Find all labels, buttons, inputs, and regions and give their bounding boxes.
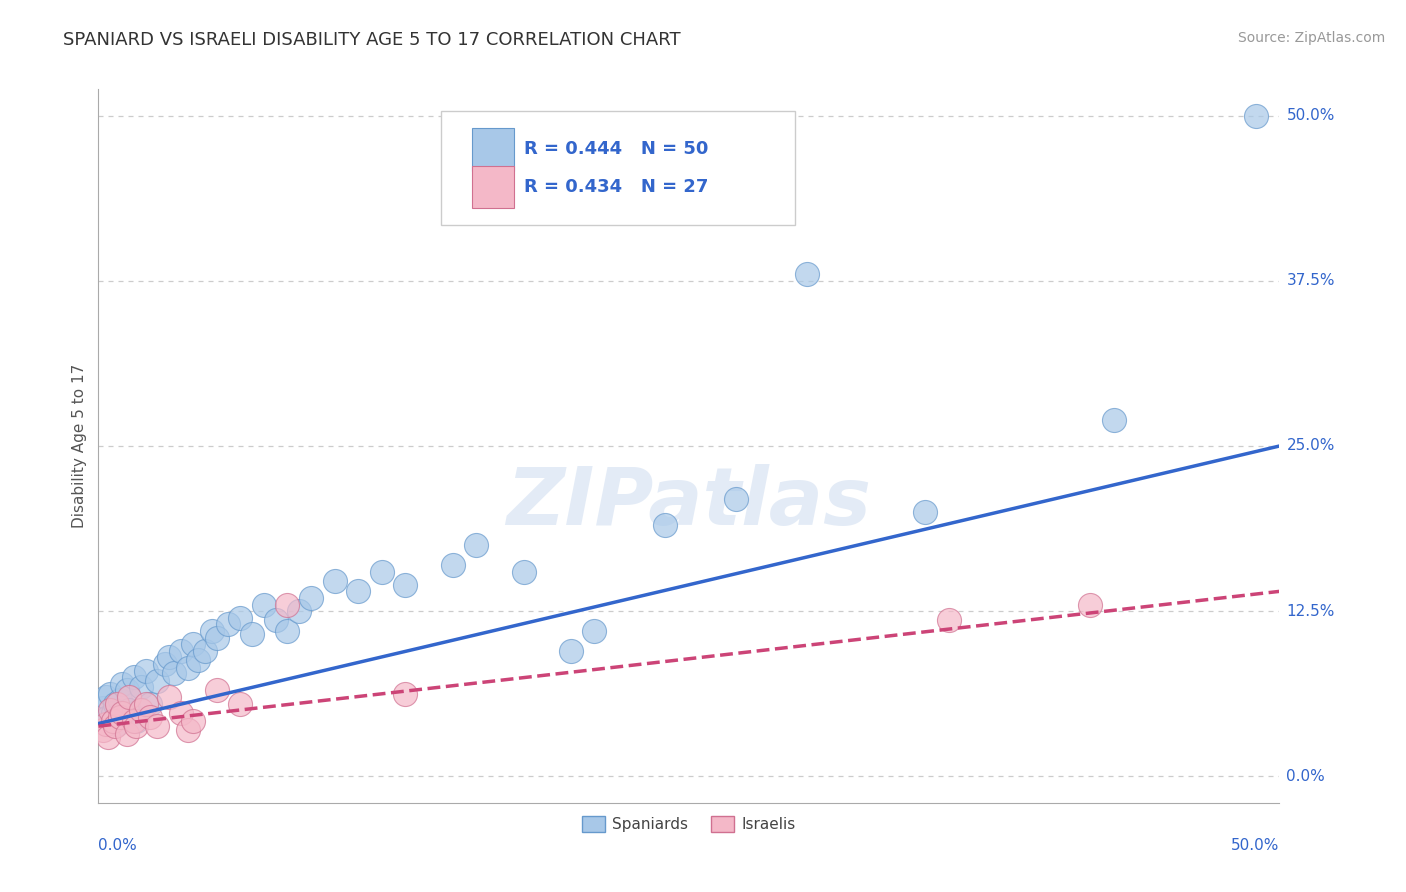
Point xyxy=(371,565,394,579)
Point xyxy=(205,631,228,645)
Point xyxy=(97,710,120,724)
Point xyxy=(153,657,176,671)
Point xyxy=(725,491,748,506)
Text: Source: ZipAtlas.com: Source: ZipAtlas.com xyxy=(1237,31,1385,45)
Point xyxy=(108,710,131,724)
Point xyxy=(94,690,117,704)
Point xyxy=(394,578,416,592)
Point xyxy=(194,644,217,658)
Point xyxy=(118,703,141,717)
Point xyxy=(139,697,162,711)
Point xyxy=(101,714,124,728)
Point xyxy=(299,591,322,605)
Point xyxy=(98,688,121,702)
Text: 0.0%: 0.0% xyxy=(98,838,138,853)
Point xyxy=(177,723,200,738)
Point xyxy=(217,617,239,632)
Point xyxy=(111,706,134,720)
Point xyxy=(264,614,287,628)
Text: 0.0%: 0.0% xyxy=(1286,769,1324,784)
Point xyxy=(170,706,193,720)
Point xyxy=(181,714,204,728)
Point xyxy=(654,518,676,533)
Point xyxy=(97,730,120,744)
Text: ZIPatlas: ZIPatlas xyxy=(506,464,872,542)
Text: 37.5%: 37.5% xyxy=(1286,273,1334,288)
Point xyxy=(163,666,186,681)
Point xyxy=(938,614,960,628)
Point xyxy=(105,697,128,711)
Point xyxy=(139,710,162,724)
Point xyxy=(105,716,128,731)
Text: R = 0.444   N = 50: R = 0.444 N = 50 xyxy=(523,141,709,159)
Point xyxy=(129,703,152,717)
Text: SPANIARD VS ISRAELI DISABILITY AGE 5 TO 17 CORRELATION CHART: SPANIARD VS ISRAELI DISABILITY AGE 5 TO … xyxy=(63,31,681,49)
Text: 12.5%: 12.5% xyxy=(1286,604,1334,619)
Point xyxy=(104,697,127,711)
Point xyxy=(125,719,148,733)
Point xyxy=(98,703,121,717)
Point xyxy=(91,700,114,714)
Point xyxy=(104,719,127,733)
Point xyxy=(157,690,180,704)
Point xyxy=(796,267,818,281)
Point xyxy=(205,683,228,698)
Point xyxy=(135,697,157,711)
Point xyxy=(441,558,464,572)
Text: R = 0.434   N = 27: R = 0.434 N = 27 xyxy=(523,178,709,196)
Point xyxy=(1244,109,1267,123)
Point xyxy=(253,598,276,612)
Point xyxy=(583,624,606,638)
Point xyxy=(323,574,346,588)
Point xyxy=(94,716,117,731)
Point xyxy=(157,650,180,665)
Point xyxy=(560,644,582,658)
Y-axis label: Disability Age 5 to 17: Disability Age 5 to 17 xyxy=(72,364,87,528)
Point xyxy=(288,604,311,618)
Point xyxy=(146,719,169,733)
FancyBboxPatch shape xyxy=(471,166,515,209)
Point xyxy=(129,680,152,694)
Point xyxy=(101,706,124,720)
Point xyxy=(108,692,131,706)
Point xyxy=(229,697,252,711)
Text: 50.0%: 50.0% xyxy=(1286,108,1334,123)
Point xyxy=(135,664,157,678)
FancyBboxPatch shape xyxy=(471,128,515,170)
Point xyxy=(115,683,138,698)
Point xyxy=(118,690,141,704)
Point xyxy=(914,505,936,519)
Point xyxy=(229,611,252,625)
Point xyxy=(276,598,298,612)
Legend: Spaniards, Israelis: Spaniards, Israelis xyxy=(575,810,803,838)
Point xyxy=(512,565,534,579)
Point xyxy=(201,624,224,638)
Point xyxy=(1080,598,1102,612)
Point xyxy=(122,714,145,728)
Point xyxy=(1102,412,1125,426)
Point xyxy=(177,661,200,675)
Point xyxy=(181,637,204,651)
Point xyxy=(170,644,193,658)
Point xyxy=(122,670,145,684)
Text: 25.0%: 25.0% xyxy=(1286,439,1334,453)
Point xyxy=(276,624,298,638)
Point xyxy=(115,727,138,741)
FancyBboxPatch shape xyxy=(441,111,796,225)
Point xyxy=(465,538,488,552)
Point xyxy=(187,653,209,667)
Point xyxy=(91,723,114,738)
Point xyxy=(146,674,169,689)
Point xyxy=(125,714,148,728)
Point xyxy=(111,677,134,691)
Point xyxy=(394,688,416,702)
Point xyxy=(240,626,263,640)
Text: 50.0%: 50.0% xyxy=(1232,838,1279,853)
Point xyxy=(347,584,370,599)
